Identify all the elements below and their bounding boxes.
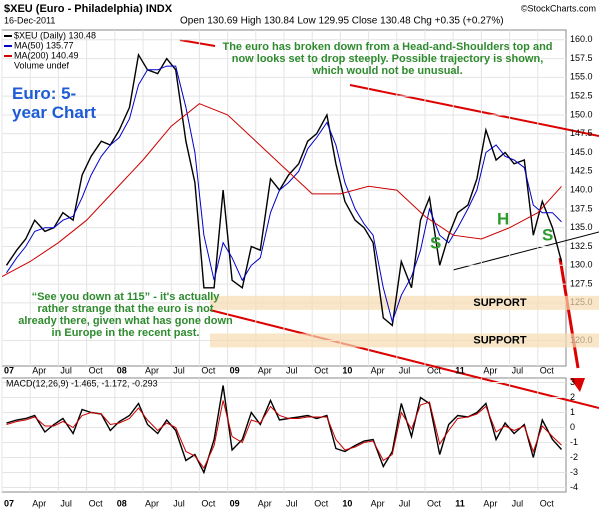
x-tick-label: Oct [540, 365, 555, 375]
y-tick-label: 3 [570, 377, 575, 387]
x-tick-label: Jul [173, 498, 185, 508]
support-band [210, 295, 599, 310]
x-tick-label: 11 [455, 498, 465, 508]
y-tick-label: 150.0 [570, 109, 593, 119]
x-tick-label: Oct [201, 365, 216, 375]
projection [558, 257, 580, 369]
x-tick-label: Oct [427, 365, 442, 375]
y-tick-label: 140.0 [570, 184, 593, 194]
x-tick-label: Oct [427, 498, 442, 508]
x-tick-label: Apr [145, 498, 159, 508]
annotation: “See you down at 115” - it's actually ra… [18, 291, 233, 339]
y-tick-label: 2 [570, 392, 575, 402]
y-tick-label: 160.0 [570, 34, 593, 44]
pattern-label: S [542, 225, 553, 244]
quote: Open 130.69 High 130.84 Low 129.95 Close… [180, 16, 504, 27]
support-band [210, 333, 599, 348]
y-tick-label: 152.5 [570, 91, 593, 101]
x-tick-label: Apr [145, 365, 159, 375]
support-label: SUPPORT [473, 297, 526, 309]
x-tick-label: Jul [286, 498, 298, 508]
x-tick-label: Jul [512, 365, 524, 375]
series-line [6, 65, 562, 324]
y-tick-label: -1 [570, 437, 578, 447]
x-tick-label: Jul [173, 365, 185, 375]
x-tick-label: 08 [117, 365, 127, 375]
y-tick-label: 130.0 [570, 260, 593, 270]
panel-title: MACD(12,26,9) -1.465, -1.172, -0.293 [6, 378, 158, 388]
pattern-label: S [430, 233, 441, 252]
legend-label: MA(200) 140.49 [14, 50, 79, 60]
x-tick-label: Oct [314, 498, 329, 508]
x-tick-label: Jul [60, 498, 72, 508]
x-tick-label: Jul [512, 498, 524, 508]
y-tick-label: 157.5 [570, 53, 593, 63]
trendline [209, 309, 599, 409]
y-tick-label: -4 [570, 482, 578, 492]
trendline [349, 84, 599, 137]
y-tick-label: 127.5 [570, 278, 593, 288]
x-tick-label: 10 [342, 498, 352, 508]
x-tick-label: Apr [258, 498, 272, 508]
y-tick-label: 137.5 [570, 203, 593, 213]
neckline [452, 231, 599, 271]
x-tick-label: Apr [483, 498, 497, 508]
symbol: $XEU (Euro - Philadelphia) INDX [4, 3, 173, 15]
y-tick-label: 132.5 [570, 241, 593, 251]
chart-title: Euro: 5-year Chart [12, 84, 97, 122]
x-tick-label: Oct [540, 498, 555, 508]
y-tick-label: -2 [570, 452, 578, 462]
x-tick-label: Apr [483, 365, 497, 375]
annotation: The euro has broken down from a Head-and… [222, 41, 553, 77]
x-tick-label: 08 [117, 498, 127, 508]
x-tick-label: 09 [230, 365, 240, 375]
x-tick-label: 07 [4, 498, 14, 508]
date: 16-Dec-2011 [4, 15, 55, 25]
series-line [1, 103, 562, 278]
x-tick-label: Oct [314, 365, 329, 375]
x-tick-label: Jul [60, 365, 72, 375]
y-tick-label: -3 [570, 467, 578, 477]
y-tick-label: 155.0 [570, 72, 593, 82]
series-line [6, 400, 562, 469]
series-line [5, 52, 563, 327]
x-tick-label: Oct [89, 365, 104, 375]
pattern-label: H [497, 209, 509, 228]
y-tick-label: 1 [570, 407, 575, 417]
x-tick-label: 09 [230, 498, 240, 508]
y-tick-label: 0 [570, 422, 575, 432]
x-tick-label: Apr [371, 365, 385, 375]
legend-label: $XEU (Daily) 130.48 [14, 30, 96, 40]
x-tick-label: Apr [32, 498, 46, 508]
x-tick-label: Jul [399, 365, 411, 375]
x-tick-label: Jul [399, 498, 411, 508]
x-tick-label: Oct [89, 498, 104, 508]
y-tick-label: 142.5 [570, 166, 593, 176]
x-tick-label: 11 [455, 365, 465, 375]
y-tick-label: 147.5 [570, 128, 593, 138]
x-tick-label: Apr [258, 365, 272, 375]
x-tick-label: Oct [201, 498, 216, 508]
legend-label: Volume undef [14, 60, 70, 70]
support-label: SUPPORT [473, 334, 526, 346]
arrow-head [570, 378, 585, 392]
x-tick-label: 10 [342, 365, 352, 375]
y-tick-label: 135.0 [570, 222, 593, 232]
trendline [179, 39, 216, 47]
legend-label: MA(50) 135.77 [14, 40, 74, 50]
x-tick-label: Apr [32, 365, 46, 375]
x-tick-label: Jul [286, 365, 298, 375]
source: ©StockCharts.com [521, 3, 596, 13]
x-tick-label: Apr [371, 498, 385, 508]
y-tick-label: 145.0 [570, 147, 593, 157]
x-tick-label: 07 [4, 365, 14, 375]
